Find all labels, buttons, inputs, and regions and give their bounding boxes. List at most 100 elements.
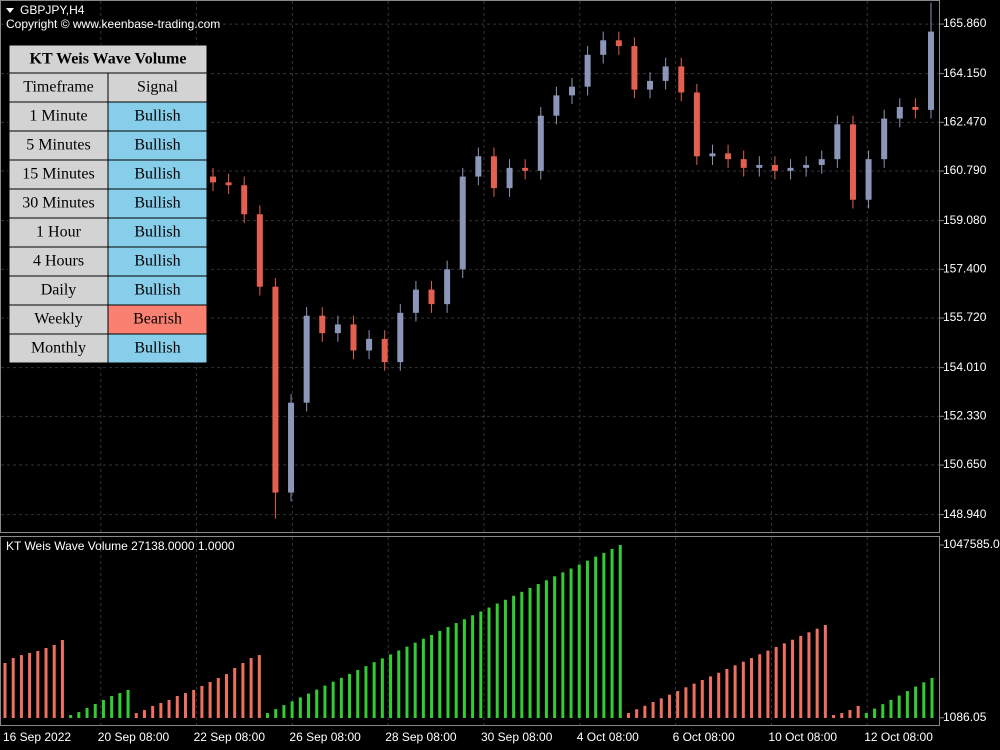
- candle-body: [725, 153, 732, 160]
- signal-cell: [107, 333, 208, 364]
- signal-cell: [107, 101, 208, 132]
- candle-body: [381, 338, 388, 363]
- volume-bar: [36, 650, 40, 718]
- candle-body: [678, 66, 685, 93]
- volume-bar: [766, 650, 770, 718]
- y-tick-label: 159.080: [943, 213, 987, 227]
- volume-bar: [208, 681, 212, 718]
- volume-bar: [577, 564, 581, 718]
- volume-bar: [110, 696, 114, 718]
- volume-bar: [323, 685, 327, 718]
- volume-bar: [438, 630, 442, 718]
- candle-body: [881, 118, 888, 160]
- candle-body: [288, 402, 295, 493]
- volume-bar: [266, 713, 270, 718]
- volume-bar: [503, 599, 507, 718]
- candle-body: [896, 106, 903, 119]
- volume-bar: [315, 689, 319, 718]
- signal: Bullish: [134, 253, 180, 270]
- candle-body: [241, 185, 248, 215]
- volume-bar: [881, 704, 885, 718]
- timeframe: 4 Hours: [33, 253, 84, 270]
- volume-bar: [348, 673, 352, 718]
- candle-body: [803, 164, 810, 168]
- timeframe-cell: [8, 188, 109, 219]
- y-tick-label: 1047585.0: [943, 537, 1000, 551]
- volume-bar: [77, 712, 81, 718]
- timeframe-cell: [8, 159, 109, 190]
- x-tick-label: 22 Sep 08:00: [194, 730, 266, 744]
- candle-body: [600, 40, 607, 55]
- volume-bar: [848, 710, 852, 718]
- candle-body: [928, 31, 934, 110]
- volume-bar: [462, 619, 466, 718]
- volume-bar: [372, 662, 376, 718]
- volume-bar: [397, 650, 401, 718]
- signal-cell: [107, 217, 208, 248]
- candle-body: [787, 167, 794, 171]
- indicator-title: KT Weis Wave Volume 27138.0000 1.0000: [6, 539, 235, 553]
- signal-table: KT Weis Wave Volume Timeframe Signal 1 Minu…: [8, 44, 208, 364]
- timeframe: 1 Minute: [29, 108, 87, 125]
- volume-bar: [930, 678, 934, 718]
- x-tick-label: 10 Oct 08:00: [768, 730, 837, 744]
- volume-bar: [19, 655, 23, 718]
- volume-bar: [454, 623, 458, 718]
- volume-bar: [758, 654, 762, 718]
- volume-bar: [356, 669, 360, 718]
- volume-bar: [717, 672, 721, 718]
- x-tick-label: 6 Oct 08:00: [673, 730, 735, 744]
- timeframe-cell: [8, 101, 109, 132]
- volume-bar: [159, 702, 163, 718]
- candle-body: [444, 269, 451, 305]
- volume-bar: [651, 701, 655, 718]
- volume-bar: [3, 663, 7, 718]
- volume-bar: [799, 635, 803, 718]
- timeframe: 1 Hour: [36, 224, 82, 241]
- candle-body: [740, 159, 747, 168]
- volume-bar: [700, 680, 704, 718]
- candle-body: [334, 324, 341, 334]
- signal: Bullish: [134, 137, 180, 154]
- volume-bar: [807, 632, 811, 718]
- header-cell: [8, 72, 109, 103]
- volume-bar: [430, 634, 434, 718]
- sub-frame: [0, 536, 940, 726]
- signal-cell: [107, 159, 208, 190]
- signal: Bullish: [134, 282, 180, 299]
- candle-body: [569, 86, 575, 96]
- candle-body: [647, 80, 654, 90]
- volume-bar: [249, 658, 253, 718]
- y-tick-label: 165.860: [943, 16, 987, 30]
- plot: [3, 2, 934, 718]
- volume-bar: [364, 666, 368, 718]
- candle-body: [912, 106, 919, 110]
- volume-bar: [413, 642, 417, 718]
- y-tick-label: 157.400: [943, 262, 987, 276]
- y-tick-label: 1086.05: [943, 710, 987, 724]
- volume-bar: [471, 615, 475, 718]
- volume-bar: [741, 661, 745, 718]
- volume-bar: [733, 665, 737, 718]
- candle-body: [662, 66, 669, 81]
- volume-bar: [151, 705, 155, 718]
- candle-body: [475, 156, 482, 177]
- volume-bar: [93, 703, 97, 718]
- volume-bar: [118, 693, 122, 718]
- candle-body: [350, 324, 357, 351]
- timeframe-cell: [8, 217, 109, 248]
- volume-bar: [905, 691, 909, 718]
- volume-bar: [585, 560, 589, 718]
- table-title: KT Weis Wave Volume: [30, 51, 187, 68]
- volume-bar: [257, 655, 261, 718]
- y-tick-label: 162.470: [943, 115, 987, 129]
- volume-bar: [101, 699, 105, 718]
- candle-body: [428, 289, 435, 305]
- x-tick-label: 30 Sep 08:00: [481, 730, 553, 744]
- candle-body: [537, 115, 544, 171]
- volume-bar: [553, 576, 557, 718]
- timeframe: Monthly: [31, 340, 86, 357]
- volume-bar: [709, 676, 713, 718]
- candle-body: [631, 46, 638, 90]
